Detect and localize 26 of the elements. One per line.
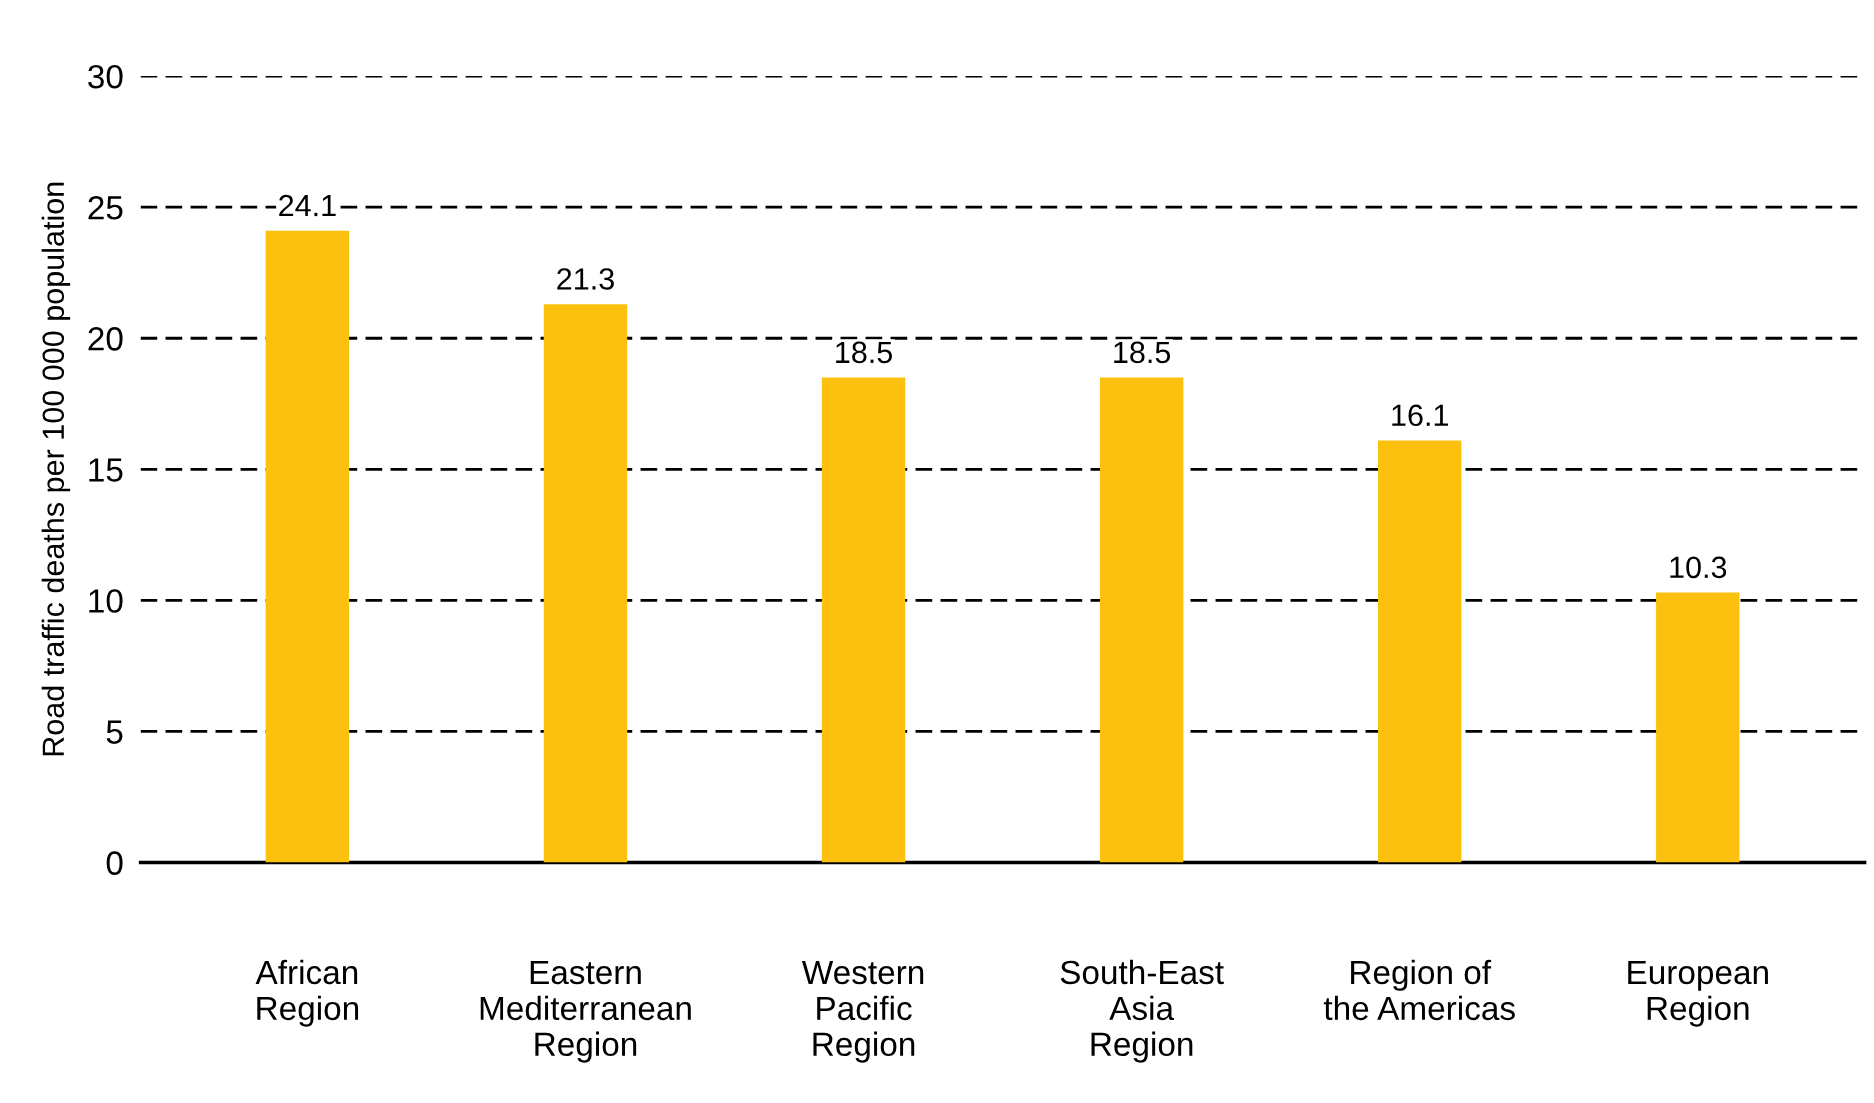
data-label: 10.3: [1670, 556, 1727, 579]
x-tick-label: European Region: [1628, 960, 1768, 1027]
y-tick-label: 25: [88, 195, 123, 220]
x-tick-label: South-East Asia Region: [1060, 959, 1224, 1063]
bar: [1377, 440, 1462, 863]
bar: [543, 304, 628, 863]
y-tick-label: 30: [88, 64, 123, 89]
bar: [821, 377, 906, 863]
bar: [265, 230, 350, 863]
x-tick-label: Eastern Mediterranean Region: [480, 960, 691, 1063]
bar: [1656, 592, 1740, 863]
y-tick-label: 10: [89, 589, 123, 613]
x-tick-label: Region of the Americas: [1323, 959, 1515, 1021]
data-label: 18.5: [1114, 341, 1171, 364]
data-label: 18.5: [836, 341, 893, 364]
y-tick-label: 15: [89, 458, 123, 482]
y-tick-label: 0: [106, 851, 123, 875]
x-tick-label: Western Pacific Region: [801, 960, 924, 1063]
data-label: 21.3: [557, 268, 614, 290]
data-label: 16.1: [1392, 404, 1448, 427]
y-tick-label: 20: [88, 327, 123, 351]
y-tick-label: 5: [106, 720, 123, 744]
x-tick-label: African Region: [255, 959, 359, 1027]
data-label: 24.1: [279, 194, 336, 217]
bar: [1099, 377, 1184, 863]
y-axis-title: Road traffic deaths per 100 000 population: [41, 182, 71, 756]
